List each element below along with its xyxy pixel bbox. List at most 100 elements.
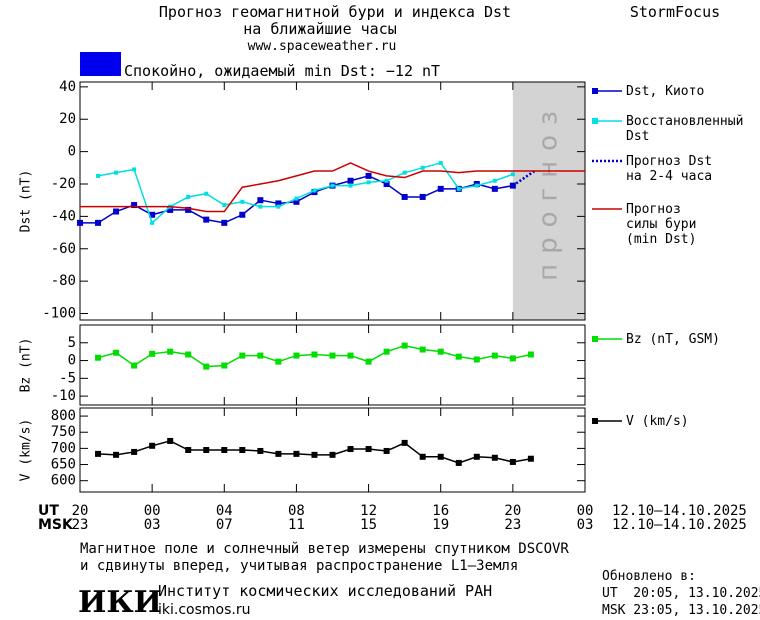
legend-marker <box>592 336 598 342</box>
data-point <box>437 453 444 460</box>
y-tick-label: 700 <box>51 440 76 456</box>
data-point <box>221 219 228 226</box>
data-point <box>473 453 480 460</box>
x-tick-label-msk: 19 <box>432 517 449 533</box>
data-point <box>258 204 263 209</box>
data-point <box>347 177 354 184</box>
data-point <box>240 199 245 204</box>
x-tick-label: 08 <box>288 503 305 519</box>
data-point <box>95 354 102 361</box>
x-tick-label: 12 <box>360 503 377 519</box>
data-point <box>492 178 497 183</box>
data-point <box>204 191 209 196</box>
data-point <box>348 183 353 188</box>
data-point <box>185 206 192 213</box>
url: www.spaceweather.ru <box>248 39 397 54</box>
x-tick-label: 16 <box>432 503 449 519</box>
data-point <box>527 455 534 462</box>
legend-label: Прогноз силы бури (min Dst) <box>626 202 696 247</box>
data-point <box>293 352 300 359</box>
data-point <box>132 167 137 172</box>
y-tick-label: -10 <box>51 388 76 404</box>
msk-range: 12.10–14.10.2025 <box>612 517 747 533</box>
data-point <box>96 173 101 178</box>
data-point <box>384 178 389 183</box>
y-axis-label: Dst (nT) <box>19 170 34 233</box>
data-point <box>329 352 336 359</box>
data-point <box>383 348 390 355</box>
data-point <box>276 204 281 209</box>
data-point <box>185 351 192 358</box>
data-point <box>185 447 192 453</box>
data-point <box>474 183 479 188</box>
data-point <box>437 348 444 355</box>
series-line <box>80 162 585 213</box>
note: Магнитное поле и солнечный ветер измерен… <box>80 541 569 557</box>
x-tick-label: 04 <box>216 503 233 519</box>
data-point <box>509 458 516 465</box>
msk-label: MSK <box>38 517 74 533</box>
data-point <box>491 185 498 192</box>
data-point <box>149 211 156 218</box>
data-point <box>239 447 246 453</box>
legend-marker <box>592 118 598 124</box>
legend-marker <box>592 88 598 94</box>
x-tick-label-msk: 15 <box>360 517 377 533</box>
x-tick-label: 00 <box>577 503 594 519</box>
x-tick-label-msk: 23 <box>72 517 89 533</box>
x-tick-label-msk: 23 <box>504 517 521 533</box>
data-point <box>366 180 371 185</box>
y-axis-label: V (km/s) <box>19 419 34 482</box>
data-point <box>365 446 372 453</box>
y-axis-label: Bz (nT) <box>19 338 34 393</box>
y-tick-label: 20 <box>59 111 76 127</box>
data-point <box>402 170 407 175</box>
data-point <box>131 448 138 455</box>
ut-range: 12.10–14.10.2025 <box>612 503 747 519</box>
y-tick-label: -80 <box>51 273 76 289</box>
plot-frame <box>79 324 586 406</box>
status-text: Спокойно, ожидаемый min Dst: −12 nT <box>124 62 440 80</box>
data-point <box>509 355 516 362</box>
title: Прогноз геомагнитной бури и индекса Dst <box>159 3 511 21</box>
series-line <box>97 162 514 225</box>
ut-label: UT <box>38 503 59 519</box>
data-point <box>419 453 426 460</box>
data-point <box>150 220 155 225</box>
data-point <box>527 351 534 358</box>
x-tick-label-msk: 03 <box>577 517 594 533</box>
x-tick-label: 00 <box>144 503 161 519</box>
plot-frame <box>79 407 586 493</box>
note: и сдвинуты вперед, учитывая распростране… <box>80 558 518 574</box>
data-point <box>113 451 120 458</box>
plot-frame <box>79 81 586 321</box>
data-point <box>257 352 264 359</box>
y-tick-label: 600 <box>51 473 76 489</box>
logo: ИКИ <box>78 585 162 620</box>
data-point <box>401 342 408 349</box>
legend-label: Dst, Киото <box>626 84 704 99</box>
updated-label: Обновлено в: <box>602 569 696 584</box>
y-tick-label: 650 <box>51 457 76 473</box>
data-point <box>419 346 426 353</box>
data-point <box>239 211 246 218</box>
data-point <box>186 194 191 199</box>
data-point <box>294 196 299 201</box>
data-point <box>167 206 174 213</box>
data-point <box>437 185 444 192</box>
x-tick-label-msk: 11 <box>288 517 305 533</box>
data-point <box>222 203 227 208</box>
series-line <box>512 170 536 187</box>
data-point <box>473 356 480 363</box>
data-point <box>347 352 354 359</box>
data-point <box>203 447 210 453</box>
data-point <box>401 193 408 200</box>
data-point <box>257 447 264 454</box>
forecast-region <box>512 82 585 320</box>
data-point <box>419 193 426 200</box>
institute: Институт космических исследований РАН <box>158 582 492 600</box>
data-point <box>329 451 336 458</box>
data-point <box>491 454 498 461</box>
data-point <box>365 358 372 365</box>
